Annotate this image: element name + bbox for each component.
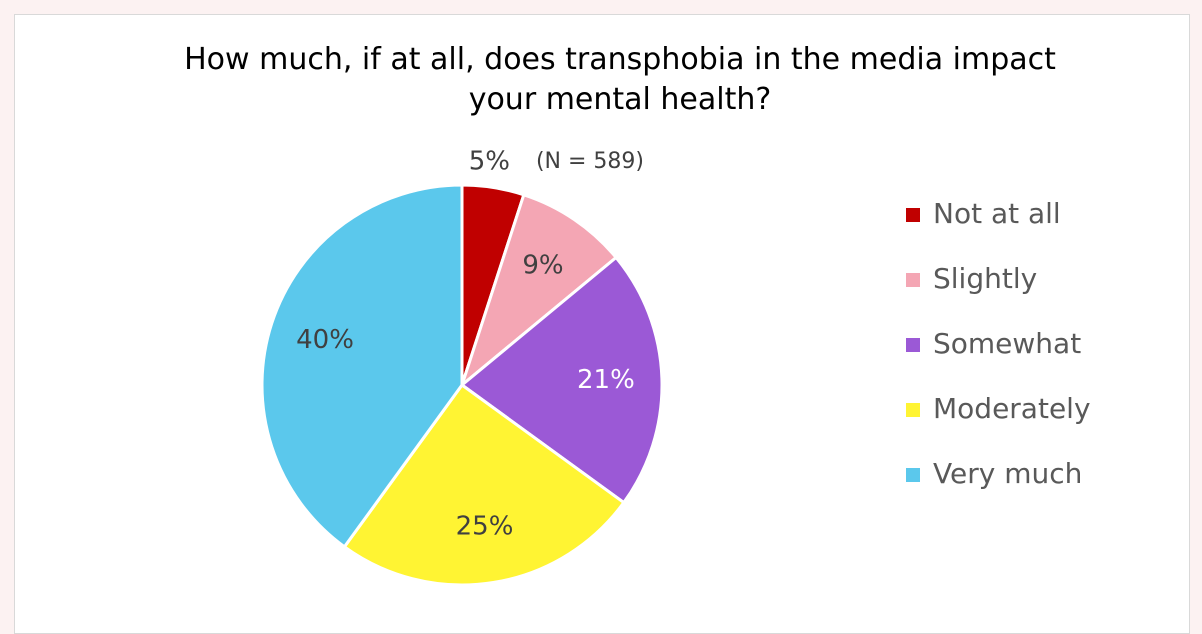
legend-swatch — [906, 208, 920, 222]
legend-swatch — [906, 403, 920, 417]
legend-label: Slightly — [933, 262, 1037, 295]
data-label: 40% — [296, 325, 354, 355]
data-label: 5% — [469, 146, 510, 176]
annotation: (N = 589) — [536, 149, 644, 174]
legend-swatch — [906, 273, 920, 287]
data-label: 25% — [456, 512, 514, 542]
legend-swatch — [906, 468, 920, 482]
legend-swatch — [906, 338, 920, 352]
legend-label: Moderately — [933, 392, 1091, 425]
legend-label: Not at all — [933, 197, 1061, 230]
pie-slice — [458, 192, 619, 390]
chart-title: How much, if at all, does transphobia in… — [184, 42, 1056, 117]
data-label: 9% — [522, 250, 563, 280]
legend-label: Very much — [933, 457, 1082, 490]
data-label: 21% — [577, 365, 635, 395]
pie-slice — [459, 255, 664, 505]
pie-slice — [342, 382, 626, 587]
pie-slice — [260, 183, 464, 549]
legend-label: Somewhat — [933, 327, 1081, 360]
